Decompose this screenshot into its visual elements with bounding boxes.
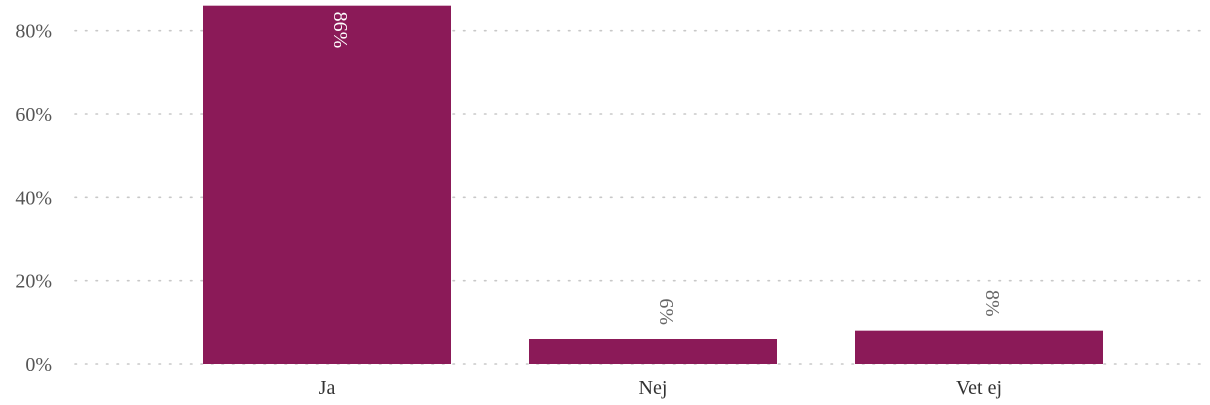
x-axis-category-labels: Ja Nej Vet ej — [319, 377, 1002, 399]
y-tick-label: 0% — [25, 354, 52, 376]
bar-ja — [203, 5, 451, 364]
bar-vet-ej — [855, 330, 1103, 364]
y-axis-tick-labels: 0% 20% 40% 60% 80% — [15, 21, 52, 376]
data-label: 6% — [655, 298, 677, 325]
x-category-label: Ja — [319, 377, 336, 399]
bars — [203, 5, 1103, 364]
y-tick-label: 20% — [15, 271, 52, 293]
x-category-label: Vet ej — [956, 377, 1002, 399]
bar-nej — [529, 339, 777, 364]
y-tick-label: 60% — [15, 104, 52, 126]
data-label: 8% — [981, 290, 1003, 317]
data-label: 86% — [329, 12, 351, 49]
data-labels: 86% 6% 8% — [329, 12, 1003, 325]
y-tick-label: 80% — [15, 21, 52, 43]
y-tick-label: 40% — [15, 187, 52, 209]
x-category-label: Nej — [639, 377, 668, 399]
